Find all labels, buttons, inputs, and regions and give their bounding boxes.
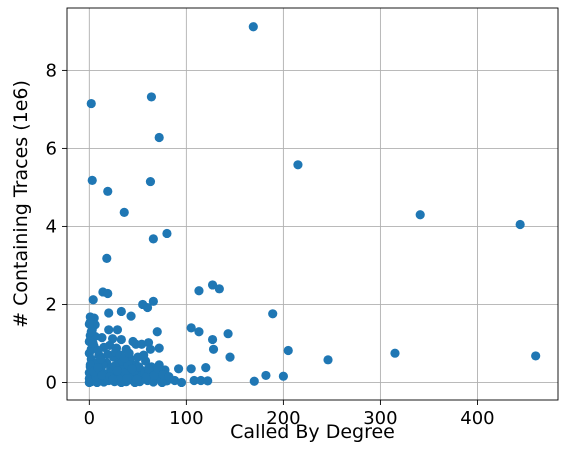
data-point — [102, 253, 112, 264]
x-tick-label: 100 — [169, 408, 203, 429]
data-point — [132, 374, 142, 384]
data-point — [93, 345, 103, 356]
data-point — [116, 334, 126, 345]
data-point — [112, 366, 123, 376]
y-tick-label: 8 — [46, 60, 57, 81]
y-tick-label: 0 — [46, 372, 57, 393]
x-axis-label: Called By Degree — [230, 421, 395, 443]
data-point — [390, 348, 400, 358]
data-point — [515, 219, 525, 230]
data-point — [88, 295, 98, 305]
x-tick-label: 0 — [84, 408, 95, 429]
data-point — [141, 371, 152, 382]
data-point — [103, 186, 113, 196]
data-point — [223, 329, 233, 339]
data-point — [86, 327, 96, 337]
data-point — [152, 327, 162, 337]
data-points — [84, 22, 541, 388]
data-point — [149, 370, 159, 381]
data-point — [531, 351, 541, 361]
data-point — [415, 210, 425, 220]
data-point — [278, 371, 288, 381]
data-point — [143, 364, 154, 374]
data-point — [146, 92, 157, 102]
data-point — [154, 343, 164, 353]
x-tick-label: 300 — [363, 408, 397, 429]
data-point — [194, 286, 204, 296]
y-tick-label: 2 — [46, 294, 57, 315]
data-point — [225, 352, 235, 362]
data-point — [186, 323, 196, 333]
data-point — [127, 364, 137, 374]
data-point — [323, 355, 333, 365]
data-point — [203, 376, 213, 386]
data-point — [87, 175, 97, 186]
y-tick-label: 4 — [46, 216, 57, 237]
data-point — [116, 306, 126, 317]
data-point — [194, 327, 204, 337]
data-point — [186, 364, 196, 374]
x-tick-label: 400 — [460, 408, 494, 429]
data-point — [142, 302, 153, 313]
data-point — [201, 363, 211, 373]
data-point — [88, 338, 98, 349]
data-point — [122, 373, 132, 384]
data-point — [97, 332, 107, 343]
data-point — [145, 344, 156, 354]
data-point — [126, 311, 136, 321]
data-point — [196, 375, 206, 386]
data-point — [164, 371, 174, 382]
data-point — [173, 364, 184, 374]
grid — [67, 8, 558, 400]
data-point — [248, 22, 258, 32]
data-point — [148, 296, 158, 306]
data-point — [214, 284, 224, 294]
data-point — [154, 132, 164, 143]
data-point — [103, 288, 113, 299]
data-point — [86, 98, 96, 109]
x-tick-label: 200 — [266, 408, 300, 429]
data-point — [283, 345, 293, 356]
data-point — [176, 377, 187, 388]
data-point — [84, 319, 94, 329]
data-point — [162, 228, 172, 239]
data-point — [108, 374, 118, 384]
data-point — [139, 350, 149, 360]
data-point — [104, 325, 114, 335]
data-point — [207, 334, 218, 345]
data-point — [137, 339, 147, 349]
data-point — [104, 308, 114, 318]
data-point — [84, 377, 94, 388]
plot-frame — [66, 7, 559, 401]
data-point — [97, 370, 107, 381]
data-point — [119, 207, 129, 217]
data-point — [208, 344, 219, 354]
data-point — [145, 176, 156, 187]
y-tick-label: 6 — [46, 138, 57, 159]
data-point — [124, 348, 134, 358]
data-point — [249, 376, 259, 386]
data-point — [207, 280, 218, 290]
axis-ticks: 0 100 200 300 400 0 2 4 6 8 — [46, 60, 495, 429]
data-point — [261, 370, 271, 381]
y-axis-label: # Containing Traces (1e6) — [10, 80, 32, 328]
data-point — [96, 354, 106, 364]
data-point — [93, 363, 103, 373]
data-point — [268, 309, 278, 319]
data-point — [189, 375, 199, 386]
data-point — [148, 234, 158, 244]
data-point — [103, 349, 113, 359]
data-point — [293, 160, 303, 170]
data-point — [112, 325, 123, 335]
